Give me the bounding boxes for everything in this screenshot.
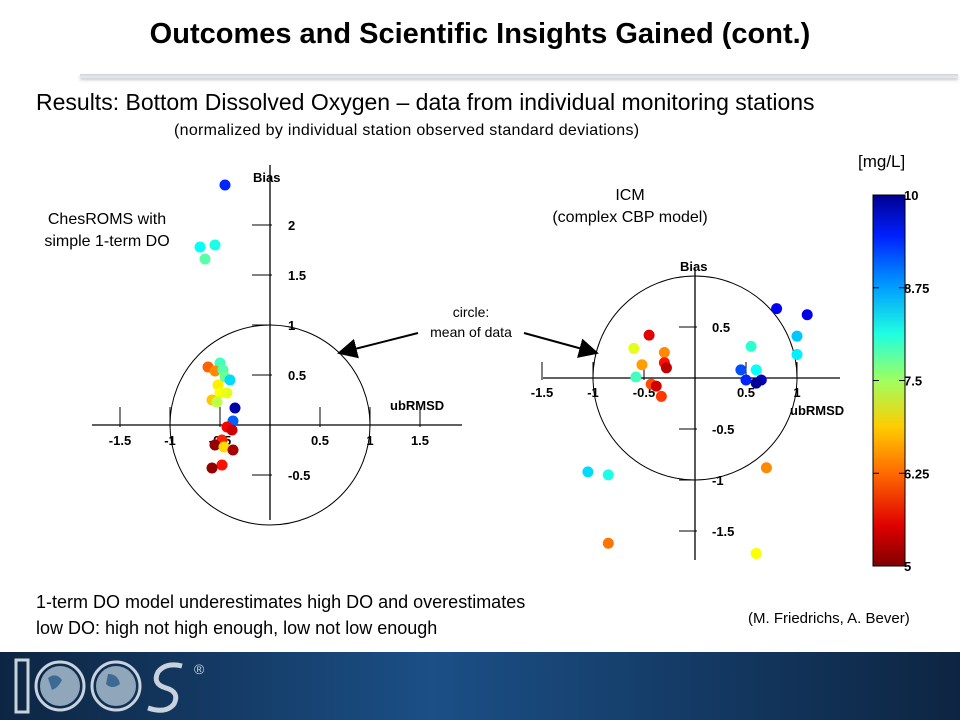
colorbar-tick-label: 10: [904, 188, 918, 203]
x-tick-label: -1: [587, 385, 599, 400]
right-plot-caption-line2: (complex CBP model): [552, 209, 708, 226]
y-tick-label: -1: [712, 473, 724, 488]
y-tick-label: -0.5: [712, 422, 734, 437]
conclusion-note: 1-term DO model underestimates high DO a…: [36, 589, 525, 641]
x-tick-label: 1: [793, 385, 800, 400]
colorbar: 10 8.75 7.5 6.25 5: [872, 188, 929, 574]
y-tick-label: 2: [288, 218, 295, 233]
data-point: [194, 241, 206, 253]
x-tick-label: -1.5: [109, 433, 131, 448]
data-point: [218, 441, 230, 453]
circle-annotation-line2: mean of data: [430, 324, 512, 340]
data-point: [660, 362, 672, 374]
data-point: [650, 380, 662, 392]
colorbar-unit-label: [mg/L]: [858, 152, 906, 171]
data-point: [199, 253, 211, 265]
data-point: [209, 239, 221, 251]
colorbar-tick-label: 7.5: [904, 374, 922, 389]
data-point: [740, 374, 752, 386]
data-point: [221, 387, 233, 399]
conclusion-note-line2: low DO: high not high enough, low not lo…: [36, 618, 438, 638]
author-credit: (M. Friedrichs, A. Bever): [748, 610, 910, 627]
data-point: [750, 377, 762, 389]
annotation-arrow-right: [523, 332, 599, 358]
data-point: [229, 402, 241, 414]
data-point: [219, 179, 231, 191]
slide-subsubtitle: (normalized by individual station observ…: [174, 122, 640, 139]
svg-text:®: ®: [194, 661, 205, 677]
right-plot-caption: ICM (complex CBP model): [520, 185, 740, 229]
left-plot-caption-line2: simple 1-term DO: [44, 233, 170, 250]
colorbar-tick-label: 5: [904, 559, 911, 574]
circle-annotation: circle: mean of data: [404, 302, 538, 342]
x-tick-label: 1.5: [411, 433, 429, 448]
data-point: [791, 349, 803, 361]
data-point: [628, 342, 640, 354]
x-axis-label: ubRMSD: [390, 398, 444, 413]
data-point: [636, 359, 648, 371]
x-tick-label: 0.5: [311, 433, 329, 448]
data-point: [630, 371, 642, 383]
colorbar-tick-label: 6.25: [904, 466, 929, 481]
data-point: [209, 439, 221, 451]
footer-bar: ®: [0, 652, 960, 720]
data-point: [602, 469, 614, 481]
data-point: [658, 347, 670, 358]
x-tick-label: -1: [164, 433, 176, 448]
y-tick-label: -1.5: [712, 524, 734, 539]
data-point: [771, 303, 783, 315]
data-point: [760, 462, 772, 474]
ioos-logo: ®: [14, 658, 205, 714]
y-tick-label: 0.5: [712, 320, 730, 335]
data-point: [750, 547, 762, 559]
slide-subtitle: Results: Bottom Dissolved Oxygen – data …: [36, 89, 815, 115]
data-point: [602, 537, 614, 549]
data-point: [735, 364, 747, 376]
y-tick-label: 1.5: [288, 268, 306, 283]
data-point: [750, 364, 762, 376]
data-point: [643, 329, 655, 341]
x-tick-label: 1: [366, 433, 373, 448]
y-tick-label: 1: [288, 318, 295, 333]
y-axis-label: Bias: [680, 259, 707, 274]
data-point: [226, 424, 238, 436]
y-axis-label: Bias: [253, 170, 280, 185]
data-point: [216, 459, 228, 471]
x-tick-label: 0.5: [737, 385, 755, 400]
left-plot-caption: ChesROMS with simple 1-term DO: [18, 209, 196, 253]
data-point: [655, 390, 667, 402]
conclusion-note-line1: 1-term DO model underestimates high DO a…: [36, 592, 526, 612]
title-divider: [80, 74, 958, 78]
right-plot-caption-line1: ICM: [615, 187, 645, 204]
circle-annotation-line1: circle:: [452, 304, 490, 320]
slide-title: Outcomes and Scientific Insights Gained …: [149, 18, 811, 50]
colorbar-tick-label: 8.75: [904, 281, 929, 296]
data-point: [209, 365, 221, 377]
y-tick-label: -0.5: [288, 468, 310, 483]
data-point: [745, 340, 757, 352]
left-plot-caption-line1: ChesROMS with: [47, 211, 167, 228]
x-axis-label: ubRMSD: [790, 403, 844, 418]
data-point: [582, 466, 594, 478]
annotation-arrow-left: [337, 332, 419, 359]
y-tick-label: 0.5: [288, 368, 306, 383]
data-point: [227, 444, 239, 456]
data-point: [211, 396, 223, 408]
data-point: [791, 330, 803, 342]
data-point: [206, 462, 218, 474]
x-tick-label: -1.5: [531, 385, 553, 400]
data-point: [801, 309, 813, 321]
data-point: [224, 374, 236, 386]
